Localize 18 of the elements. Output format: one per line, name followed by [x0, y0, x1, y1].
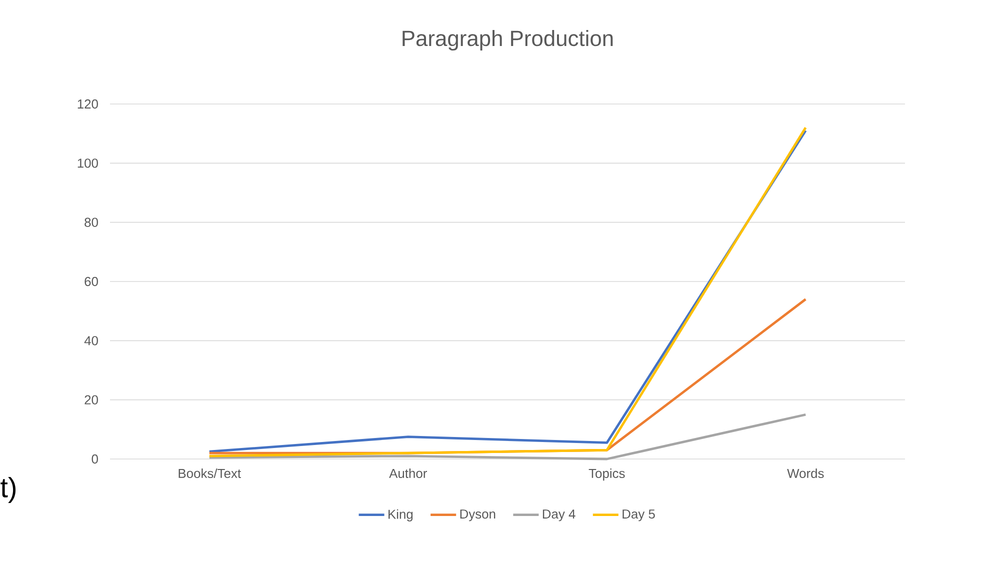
legend-label: Dyson: [460, 510, 496, 522]
legend-label: Day 4: [542, 510, 576, 522]
x-tick-label: Topics: [588, 468, 625, 481]
y-tick-label: 120: [78, 99, 98, 109]
x-tick-label: Words: [787, 468, 824, 478]
x-tick-label: Books/Text: [178, 468, 241, 478]
y-tick-label: 0: [92, 454, 98, 464]
y-tick-label: 60: [84, 276, 98, 286]
legend-label: King: [388, 509, 413, 522]
y-tick-label: 80: [84, 218, 98, 227]
text: t): [0, 477, 16, 503]
line-series: [208, 413, 807, 460]
x-tick-label: Author: [389, 468, 427, 478]
legend-label: Day 5: [622, 510, 655, 522]
y-tick-label: 100: [78, 158, 98, 168]
y-tick-label: 20: [84, 395, 98, 404]
y-tick-label: 40: [84, 336, 98, 346]
chart-title: Paragraph Production: [402, 30, 613, 50]
